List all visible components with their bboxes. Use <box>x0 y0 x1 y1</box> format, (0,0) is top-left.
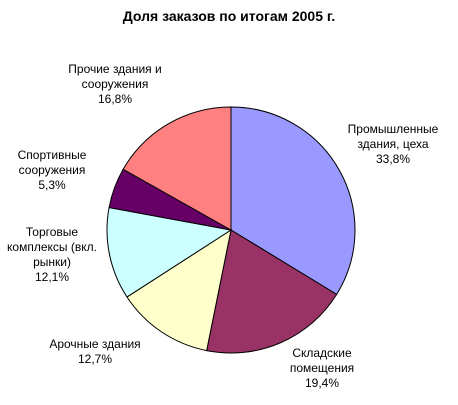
value-label: 33,8% <box>375 152 411 166</box>
value-label: 12,1% <box>34 270 70 284</box>
slice-label: Торговые комплексы (вкл. рынки) 12,1% <box>0 225 107 285</box>
pie-slice <box>122 106 232 231</box>
slice-label: Прочие здания и сооружения 16,8% <box>55 62 175 107</box>
pie-slice <box>230 106 356 296</box>
category-name: Промышленные здания, цеха <box>347 122 439 151</box>
category-name: Арочные здания <box>49 337 141 351</box>
pie-slice <box>206 229 338 354</box>
value-label: 16,8% <box>97 92 133 106</box>
category-name: Складские помещения <box>289 346 355 375</box>
value-label: 5,3% <box>38 178 66 192</box>
slice-label: Арочные здания 12,7% <box>35 337 155 367</box>
category-name: Прочие здания и сооружения <box>68 62 162 91</box>
chart-title: Доля заказов по итогам 2005 г. <box>122 8 336 24</box>
slice-label: Спортивные сооружения 5,3% <box>7 148 97 193</box>
value-label: 12,7% <box>77 352 113 366</box>
value-label: 19,4% <box>304 376 340 390</box>
pie-slice <box>126 228 232 352</box>
pie-slice <box>106 206 233 298</box>
slice-label: Складские помещения 19,4% <box>277 346 367 391</box>
category-name: Спортивные сооружения <box>17 148 87 177</box>
slice-label: Промышленные здания, цеха 33,8% <box>333 122 453 167</box>
category-name: Торговые комплексы (вкл. рынки) <box>7 225 97 269</box>
